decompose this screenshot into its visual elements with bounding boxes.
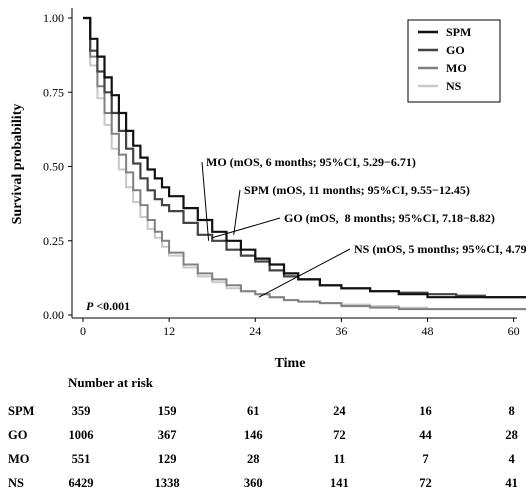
risk-cell: 359	[71, 404, 91, 418]
y-tick-label: 1.00	[43, 11, 64, 25]
risk-cell: 16	[419, 404, 432, 418]
x-tick-label: 0	[80, 324, 86, 338]
curve-mo	[83, 17, 526, 311]
risk-cell: 159	[157, 404, 177, 418]
risk-cell: 360	[243, 476, 263, 490]
legend-label-ns: NS	[446, 79, 462, 93]
p-value: P <0.001	[86, 299, 130, 313]
risk-row-label-mo: MO	[8, 452, 30, 466]
annotation-leader-ns	[258, 248, 351, 298]
y-tick-label: 0.50	[43, 160, 64, 174]
risk-cell: 141	[330, 476, 349, 490]
y-axis-label: Survival probability	[10, 104, 25, 225]
annotation-leader-mo	[201, 161, 210, 241]
median-annotations: MO (mOS, 6 months; 95%CI, 5.29−6.71) SPM …	[201, 155, 526, 298]
legend-label-spm: SPM	[446, 25, 471, 39]
y-tick-label: 0.75	[43, 85, 64, 99]
annotation-leader-spm	[233, 189, 241, 235]
risk-cell: 367	[157, 428, 177, 442]
annotation-spm: SPM (mOS, 11 months; 95%CI, 9.55−12.45)	[244, 183, 470, 197]
legend-label-mo: MO	[446, 61, 467, 75]
survival-plot: 0 12 24 36 48 60 0.00 0.25 0.50 0.75 1.00 Survival…	[10, 8, 526, 371]
risk-cell: 28	[247, 452, 260, 466]
x-axis-label: Time	[275, 356, 306, 371]
y-tick-label: 0.00	[43, 308, 64, 322]
risk-cell: 11	[333, 452, 346, 466]
survival-curves	[83, 16, 526, 311]
y-tick-label: 0.25	[43, 234, 64, 248]
risk-cell: 4	[508, 452, 515, 466]
risk-cell: 7	[422, 452, 429, 466]
p-value-rest: <0.001	[93, 299, 130, 313]
x-tick-label: 24	[249, 324, 261, 338]
legend: SPM GO MO NS	[407, 19, 501, 103]
axis-ticks: 0 12 24 36 48 60 0.00 0.25 0.50 0.75 1.00	[43, 11, 520, 338]
axes	[71, 8, 517, 319]
risk-cell: 72	[333, 428, 346, 442]
risk-cell: 146	[243, 428, 263, 442]
risk-cell: 41	[505, 476, 518, 490]
risk-cell: 129	[157, 452, 177, 466]
risk-row-label-spm: SPM	[8, 404, 35, 418]
risk-cell: 28	[505, 428, 518, 442]
p-value-letter: P	[86, 299, 94, 313]
risk-cell: 6429	[68, 476, 94, 490]
risk-cell: 24	[333, 404, 346, 418]
legend-box	[407, 19, 501, 103]
risk-cell: 44	[419, 428, 432, 442]
x-tick-label: 60	[508, 324, 520, 338]
annotation-go: GO (mOS, 8 months; 95%CI, 7.18−8.82)	[284, 211, 495, 225]
risk-cell: 551	[71, 452, 91, 466]
risk-row-label-go: GO	[8, 428, 28, 442]
risk-cell: 61	[247, 404, 260, 418]
annotation-leader-go	[212, 217, 281, 239]
x-tick-label: 48	[422, 324, 434, 338]
curve-spm	[83, 16, 526, 299]
annotation-ns: NS (mOS, 5 months; 95%CI, 4.79−6.21)	[354, 242, 526, 256]
x-tick-label: 36	[335, 324, 347, 338]
risk-cell: 1006	[68, 428, 94, 442]
risk-row-label-ns: NS	[8, 476, 24, 490]
annotation-mo: MO (mOS, 6 months; 95%CI, 5.29−6.71)	[206, 155, 416, 169]
risk-table: Number at risk SPM 359 159 61 24 16 8 GO 1006 367…	[0, 372, 526, 490]
risk-table-title: Number at risk	[68, 375, 153, 390]
legend-label-go: GO	[446, 43, 465, 57]
x-tick-label: 12	[163, 324, 175, 338]
risk-cell: 72	[419, 476, 432, 490]
risk-cell: 8	[508, 404, 515, 418]
risk-cell: 1338	[154, 476, 180, 490]
